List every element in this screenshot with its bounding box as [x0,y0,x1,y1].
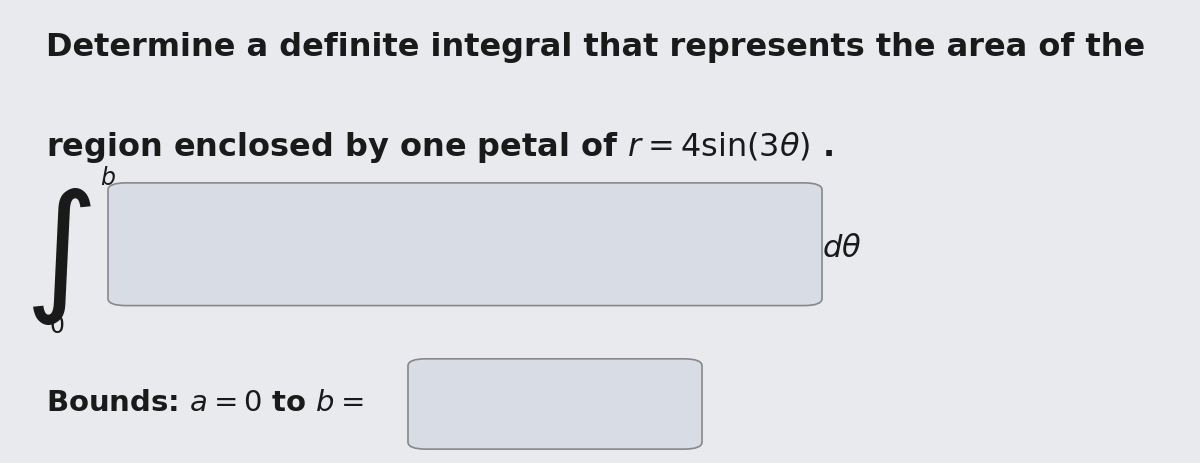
FancyBboxPatch shape [108,183,822,306]
Text: $0$: $0$ [49,314,65,338]
Text: region enclosed by one petal of $r = 4\sin(3\theta)$ .: region enclosed by one petal of $r = 4\s… [46,130,833,165]
Text: $b$: $b$ [100,166,115,190]
FancyBboxPatch shape [408,359,702,449]
Text: Bounds: $a = 0$ to $b =$: Bounds: $a = 0$ to $b =$ [46,389,364,417]
Text: $d\theta$: $d\theta$ [822,234,862,263]
Text: Determine a definite integral that represents the area of the: Determine a definite integral that repre… [46,32,1145,63]
Text: $\int$: $\int$ [24,187,91,327]
